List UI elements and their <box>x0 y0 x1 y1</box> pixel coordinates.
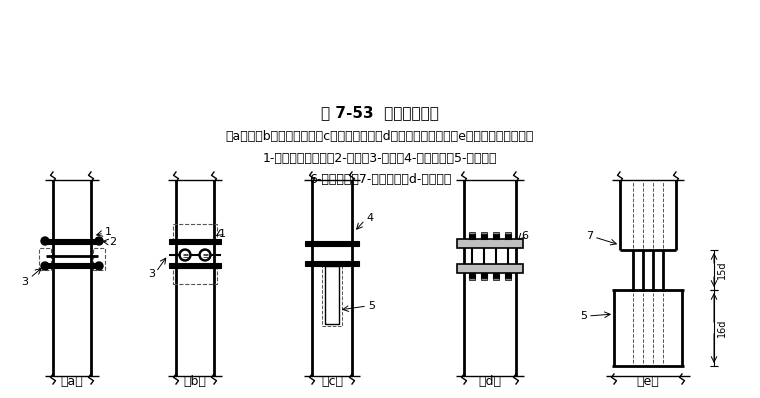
Bar <box>46 239 98 244</box>
Text: （d）: （d） <box>479 375 502 388</box>
Text: 图 7-53  桩的接头型式: 图 7-53 桩的接头型式 <box>321 105 439 120</box>
Bar <box>305 241 359 246</box>
Bar <box>169 239 221 244</box>
Text: 2: 2 <box>109 237 116 247</box>
Bar <box>469 232 475 234</box>
Text: 5: 5 <box>580 311 587 321</box>
Text: （e）: （e） <box>637 375 660 388</box>
Bar <box>493 232 499 234</box>
Text: 15d: 15d <box>717 261 727 279</box>
Bar <box>505 273 511 278</box>
Text: （c）: （c） <box>321 375 343 388</box>
Text: 4: 4 <box>366 213 373 223</box>
Text: 6: 6 <box>521 231 528 241</box>
Bar <box>173 268 217 284</box>
Bar <box>457 264 523 273</box>
Bar <box>39 248 51 270</box>
Text: （b）: （b） <box>184 375 207 388</box>
Circle shape <box>41 237 49 245</box>
Bar <box>305 261 359 266</box>
Bar <box>322 266 342 326</box>
Circle shape <box>182 252 188 258</box>
Bar <box>493 278 499 280</box>
Bar <box>505 278 511 280</box>
Text: 16d: 16d <box>717 319 727 337</box>
Bar <box>169 263 221 268</box>
Bar <box>505 232 511 234</box>
Bar <box>505 234 511 239</box>
Bar <box>481 232 487 234</box>
Bar <box>481 278 487 280</box>
Text: （a）: （a） <box>61 375 84 388</box>
Bar <box>493 273 499 278</box>
Text: 1: 1 <box>105 227 112 237</box>
Bar <box>493 234 499 239</box>
Bar <box>325 266 339 324</box>
Text: 3: 3 <box>21 277 28 287</box>
Text: 1: 1 <box>219 229 226 239</box>
Bar <box>173 224 217 240</box>
Circle shape <box>95 237 103 245</box>
Bar <box>469 234 475 239</box>
Text: 6-预埋法兰；7-预埋锚筋；d-锚栓直径: 6-预埋法兰；7-预埋锚筋；d-锚栓直径 <box>309 173 451 186</box>
Bar <box>457 239 523 248</box>
Text: 3: 3 <box>148 269 155 279</box>
Circle shape <box>201 252 208 258</box>
Circle shape <box>41 262 49 270</box>
Bar <box>481 273 487 278</box>
Text: 1-角钢与主筋焊接；2-钢板；3-焊缝；4-预埋钢管；5-浆锚孔；: 1-角钢与主筋焊接；2-钢板；3-焊缝；4-预埋钢管；5-浆锚孔； <box>263 152 497 165</box>
Circle shape <box>95 262 103 270</box>
Text: （a）、（b）焊接接合；（c）管式接合；（d）管桩螺栓接合；（e）硫磺砂浆锚筋接合: （a）、（b）焊接接合；（c）管式接合；（d）管桩螺栓接合；（e）硫磺砂浆锚筋接… <box>226 130 534 143</box>
Bar <box>93 248 105 270</box>
Bar <box>46 263 98 268</box>
Bar <box>469 273 475 278</box>
Circle shape <box>179 249 191 261</box>
Bar <box>469 278 475 280</box>
Bar <box>481 234 487 239</box>
Circle shape <box>199 249 211 261</box>
Text: 5: 5 <box>368 301 375 311</box>
Text: 7: 7 <box>586 231 593 241</box>
